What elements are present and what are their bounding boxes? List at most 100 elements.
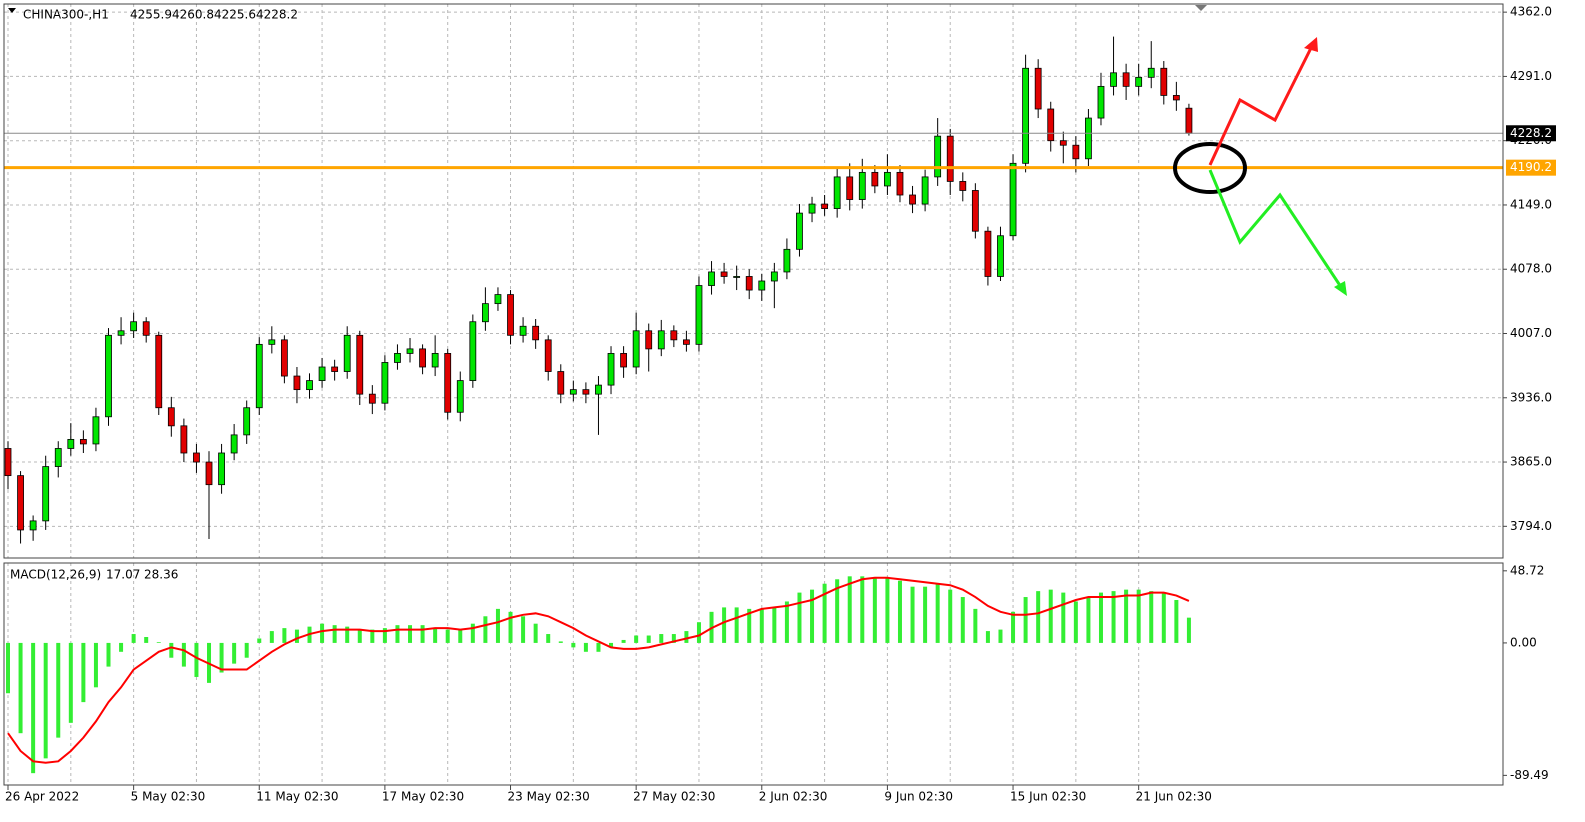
candle-body [1022,67,1030,164]
macd-bar [106,642,111,667]
macd-bar [1161,592,1166,643]
candle-body [1009,162,1017,237]
macd-bar [495,608,500,643]
candle-body [180,425,188,454]
macd-bar [571,642,576,648]
x-tick-label: 2 Jun 02:30 [759,790,828,804]
y-tick-label: 3794.0 [1510,519,1552,533]
y-tick-label: 4007.0 [1510,326,1552,340]
candle-body [4,448,12,477]
macd-bar [43,642,48,759]
x-tick-label: 26 Apr 2022 [5,790,79,804]
candle-body [796,212,803,250]
candle-body [205,461,213,486]
macd-bar [68,642,73,723]
bear-arrow [1208,169,1345,291]
candle-body [984,230,992,277]
candle-body [582,389,590,395]
candle-body [67,439,75,449]
candle-body [683,339,690,345]
macd-bar [696,622,701,643]
macd-bar [18,642,23,734]
macd-bar [458,629,463,643]
macd-bar [1136,589,1141,643]
candle-body [456,380,464,413]
y-tick-label: 48.72 [1510,563,1544,577]
candle-body [318,366,326,381]
candle-body [79,439,87,445]
x-tick-label: 27 May 02:30 [633,790,715,804]
candle-body [1185,107,1193,134]
candle-body [745,276,753,291]
candle-body [808,203,816,214]
candle-body [921,176,929,205]
candle-body [783,248,791,273]
macd-bar [81,642,86,703]
macd-bar [1098,592,1103,643]
macd-bar [546,634,551,643]
macd-bar [835,579,840,643]
candle-body [92,416,100,445]
macd-bar [1124,589,1129,643]
price-label-box [1506,125,1556,142]
macd-bar [985,631,990,643]
signal-line [7,576,1190,764]
bull-arrow-head [1304,37,1318,52]
bear-arrow-head [1334,281,1347,296]
macd-bar [722,607,727,643]
x-tick-label: 15 Jun 02:30 [1010,790,1086,804]
macd-bar [6,642,10,694]
candle-body [42,466,50,522]
macd-bar [508,611,513,643]
highlight-ellipse [1173,142,1247,194]
candle-body [896,171,904,196]
candle-body [368,393,376,404]
candle-body [494,294,502,305]
macd-bar [370,629,375,643]
candle-body [167,407,175,427]
macd-bar [684,631,689,643]
price-label: 4228.2 [1510,126,1552,140]
candle-body [193,452,200,463]
candle-body [507,294,514,336]
candle-body [469,321,477,381]
macd-bar [897,580,902,643]
candle-body [607,353,615,386]
candle-body [444,353,452,413]
candle-body [481,303,489,323]
macd-bar [194,642,199,677]
candle-body [343,334,351,372]
candle-body [569,389,577,395]
macd-bar [847,576,852,643]
macd-bar [960,597,965,643]
y-tick-label: 4362.0 [1510,5,1552,19]
candle-body [770,271,778,282]
macd-bar [621,639,626,643]
macd-bar [533,623,538,643]
candle-body [1135,76,1143,87]
macd-bar [282,628,287,643]
candle-body [54,448,62,467]
candle-body [280,339,288,377]
macd-bar [860,576,865,643]
macd-bar [219,642,224,673]
y-tick-label: 4078.0 [1510,262,1552,276]
candle-body [1110,72,1117,87]
candle-body [544,339,552,372]
candle-body [17,475,24,531]
candle-body [431,353,439,368]
macd-bar [583,642,588,652]
candle-body [155,334,163,409]
candle-body [645,330,653,350]
candle-body [1097,85,1105,119]
candle-body [1034,67,1042,110]
macd-bar [332,625,337,643]
candle-body [1122,72,1130,87]
macd-bar [772,607,777,643]
header-close: 4228.2 [256,8,298,22]
candle-body [268,339,276,345]
level-label: 4190.2 [1510,160,1552,174]
macd-bar [320,623,325,643]
macd-bar [646,635,651,643]
candle-body [821,203,828,209]
